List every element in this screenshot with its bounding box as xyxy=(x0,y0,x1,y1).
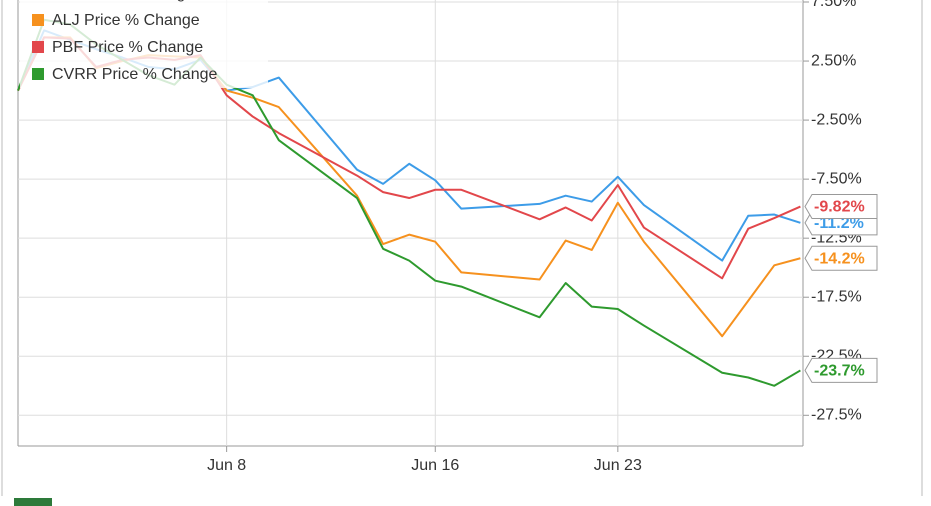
value-badge xyxy=(804,245,878,271)
value-badge-label: -14.2% xyxy=(814,250,865,267)
legend-swatch xyxy=(32,41,44,53)
legend-swatch xyxy=(32,14,44,26)
value-badge-label: -9.82% xyxy=(814,199,865,216)
y-tick-label: -17.5% xyxy=(811,288,862,305)
legend-label: ALJ Price % Change xyxy=(52,12,200,29)
legend-swatch xyxy=(32,68,44,80)
y-tick-label: -2.50% xyxy=(811,111,862,128)
y-tick-label: -27.5% xyxy=(811,407,862,424)
x-tick-label: Jun 8 xyxy=(207,457,246,474)
y-tick-label: 7.50% xyxy=(811,0,856,10)
x-tick-label: Jun 23 xyxy=(594,457,642,474)
legend-box xyxy=(20,0,268,88)
x-tick-label: Jun 16 xyxy=(411,457,459,474)
y-tick-label: 2.50% xyxy=(811,52,856,69)
y-tick-label: -7.50% xyxy=(811,170,862,187)
value-badge xyxy=(804,194,878,220)
value-badge xyxy=(804,357,878,383)
badges-layer: -11.2% -14.2% -9.82% -23.7% xyxy=(804,194,878,383)
value-badge-label: -11.2% xyxy=(814,215,864,232)
logo xyxy=(14,498,52,506)
value-badge-label: -23.7% xyxy=(814,363,865,380)
legend: DK Price % Change ALJ Price % Change PBF P… xyxy=(20,0,268,88)
legend-label: PBF Price % Change xyxy=(52,39,203,56)
legend-label: DK Price % Change xyxy=(52,0,194,2)
legend-label: CVRR Price % Change xyxy=(52,66,218,83)
